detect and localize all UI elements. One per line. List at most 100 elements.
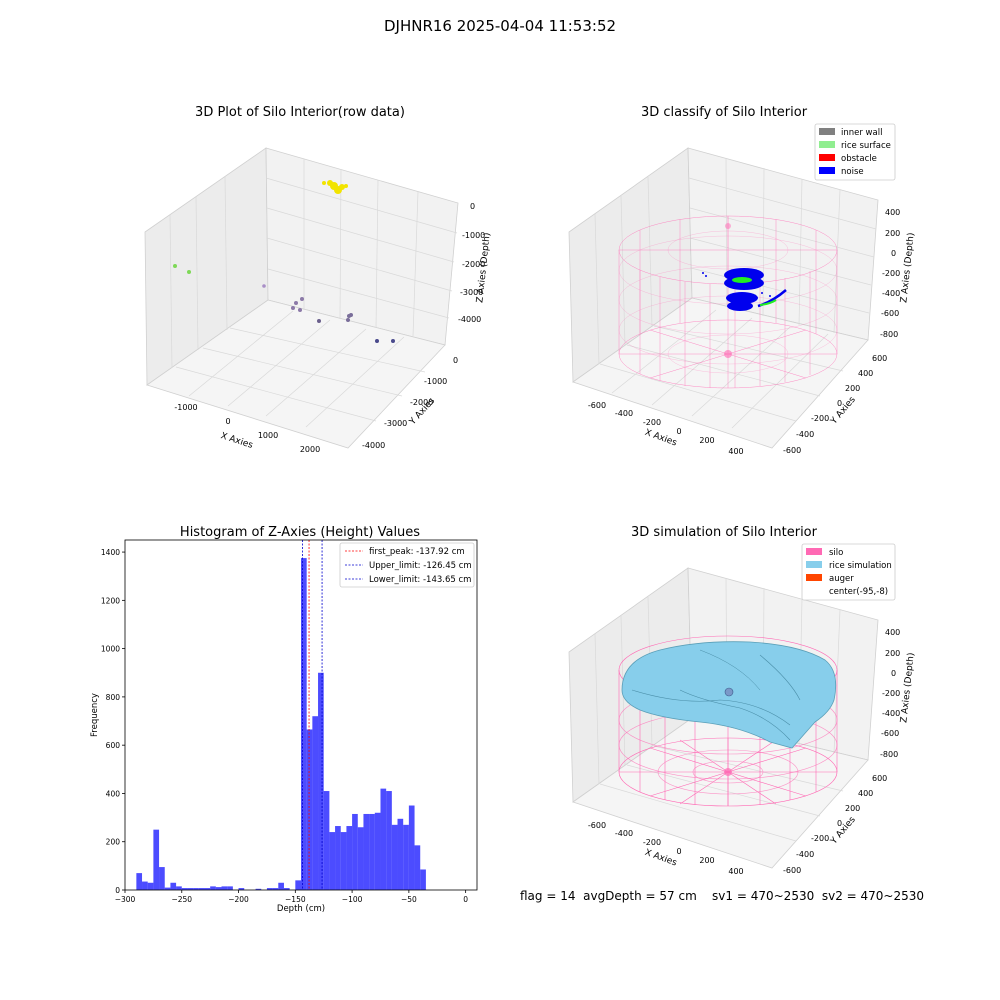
histogram-bar bbox=[215, 887, 222, 890]
histogram-yticks: 0 200 400 600 800 1000 1200 1400 bbox=[101, 548, 125, 895]
histogram-bar bbox=[357, 827, 364, 890]
raw-ytick: -4000 bbox=[362, 441, 385, 450]
legend-label-rice-surface: rice surface bbox=[841, 141, 891, 151]
histogram-bar bbox=[159, 867, 165, 890]
raw-panel-title: 3D Plot of Silo Interior(row data) bbox=[195, 105, 405, 120]
legend-label-rice-simulation: rice simulation bbox=[829, 561, 892, 571]
histogram-bar bbox=[181, 888, 188, 890]
histogram-ytick-label: 200 bbox=[106, 838, 121, 847]
histogram-bar bbox=[408, 805, 415, 890]
raw-point bbox=[322, 181, 326, 185]
legend-label-auger: auger bbox=[829, 574, 854, 584]
classify-xtick: -200 bbox=[643, 418, 661, 427]
simulation-ztick: -400 bbox=[882, 709, 900, 718]
histogram-bar bbox=[352, 813, 358, 890]
classify-rice-surface-points bbox=[732, 277, 777, 306]
histogram-bar bbox=[142, 881, 148, 890]
histogram-bar bbox=[227, 886, 233, 890]
histogram-bar bbox=[374, 812, 381, 890]
histogram-bar bbox=[403, 824, 409, 890]
classify-ytick: -600 bbox=[783, 446, 801, 455]
simulation-3d-panel: 3D simulation of Silo Interior bbox=[568, 525, 917, 876]
histogram-bar bbox=[198, 888, 205, 890]
classify-ztick: 400 bbox=[885, 208, 900, 217]
classify-xtick: -600 bbox=[588, 401, 606, 410]
simulation-ytick: 600 bbox=[872, 774, 887, 783]
raw-ytick: -3000 bbox=[384, 419, 407, 428]
histogram-xtick-label: −200 bbox=[228, 895, 249, 904]
histogram-bar bbox=[204, 888, 211, 890]
raw-ztick: 0 bbox=[470, 202, 475, 211]
histogram-bar bbox=[420, 869, 426, 890]
simulation-ztick: -600 bbox=[881, 729, 899, 738]
histogram-ytick-label: 1400 bbox=[101, 548, 120, 557]
classify-gridlines bbox=[594, 157, 877, 429]
histogram-bar bbox=[335, 826, 341, 890]
histogram-bar bbox=[221, 886, 228, 890]
raw-xtick: 0 bbox=[225, 417, 230, 426]
raw-ytick: -1000 bbox=[424, 377, 447, 386]
histogram-bar bbox=[414, 845, 421, 890]
histogram-bar bbox=[210, 886, 216, 890]
classify-ztick: -200 bbox=[882, 269, 900, 278]
histogram-bar bbox=[193, 888, 199, 890]
status-footer: flag = 14 avgDepth = 57 cm sv1 = 470~253… bbox=[520, 889, 925, 903]
simulation-ztick: 400 bbox=[885, 628, 900, 637]
raw-ztick: -4000 bbox=[458, 315, 481, 324]
raw-xtick: -1000 bbox=[174, 403, 197, 412]
simulation-floor-center bbox=[724, 768, 732, 776]
classify-xlabel: X Axies bbox=[643, 428, 678, 449]
classify-ztick: -600 bbox=[881, 309, 899, 318]
legend-label-upper-limit: Upper_limit: -126.45 cm bbox=[369, 561, 472, 571]
classify-floor-center bbox=[724, 350, 732, 358]
histogram-bar bbox=[153, 829, 160, 890]
simulation-ztick: 0 bbox=[891, 669, 896, 678]
raw-point bbox=[375, 339, 379, 343]
histogram-bar bbox=[266, 888, 273, 890]
simulation-xtick: -200 bbox=[643, 838, 661, 847]
legend-swatch-rice-simulation bbox=[806, 561, 822, 568]
classify-ztick: -800 bbox=[880, 330, 898, 339]
simulation-xlabel: X Axies bbox=[643, 848, 678, 869]
histogram-xtick-label: 0 bbox=[463, 895, 468, 904]
histogram-bar bbox=[170, 882, 177, 890]
classify-legend: inner wall rice surface obstacle noise bbox=[814, 123, 896, 181]
simulation-ztick: -200 bbox=[882, 689, 900, 698]
histogram-bar bbox=[346, 826, 353, 890]
histogram-bar bbox=[369, 813, 375, 890]
raw-3d-panel: 3D Plot of Silo Interior(row data) bbox=[144, 105, 493, 454]
raw-ztick: -1000 bbox=[462, 231, 485, 240]
simulation-ztick: -800 bbox=[880, 750, 898, 759]
raw-point bbox=[294, 301, 298, 305]
simulation-xtick: 400 bbox=[728, 867, 743, 876]
classify-top-center bbox=[725, 223, 731, 229]
histogram-bar bbox=[329, 832, 336, 890]
classify-floor-pane bbox=[572, 297, 869, 449]
raw-gridlines bbox=[169, 159, 458, 428]
histogram-panel: Histogram of Z-Axies (Height) Values −30… bbox=[90, 525, 478, 914]
legend-label-silo: silo bbox=[829, 548, 843, 558]
raw-point bbox=[173, 264, 177, 268]
classify-xtick: -400 bbox=[615, 409, 633, 418]
raw-point bbox=[300, 297, 304, 301]
simulation-center-marker bbox=[724, 687, 734, 697]
classify-noise-points bbox=[702, 268, 787, 311]
histogram-bar bbox=[176, 886, 182, 890]
raw-tick-labels: -1000 0 1000 2000 0 -1000 -2000 -3000 -4… bbox=[174, 202, 485, 454]
histogram-plot-frame bbox=[124, 539, 478, 891]
classify-ytick: 200 bbox=[845, 384, 860, 393]
simulation-xtick: -400 bbox=[615, 829, 633, 838]
raw-ztick: -3000 bbox=[460, 288, 483, 297]
simulation-ytick: 400 bbox=[858, 789, 873, 798]
histogram-bar bbox=[147, 882, 154, 890]
raw-point bbox=[339, 184, 345, 190]
histogram-xticks: −300 −250 −200 −150 −100 −50 0 bbox=[115, 890, 468, 904]
histogram-vlines bbox=[302, 540, 323, 890]
raw-xtick: 1000 bbox=[258, 431, 278, 440]
classify-panel-title: 3D classify of Silo Interior bbox=[641, 105, 808, 120]
classify-ztick: 200 bbox=[885, 229, 900, 238]
histogram-xtick-label: −250 bbox=[171, 895, 192, 904]
histogram-title: Histogram of Z-Axies (Height) Values bbox=[180, 525, 420, 540]
raw-point bbox=[187, 270, 191, 274]
